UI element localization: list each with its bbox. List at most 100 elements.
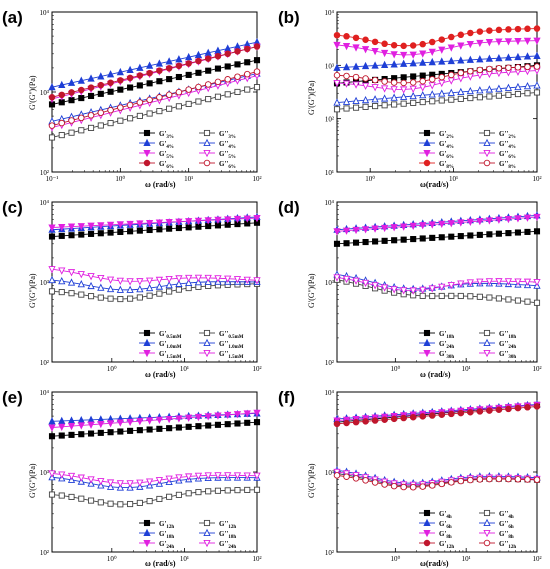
data-point [185,278,193,286]
data-point [224,76,231,83]
data-point [107,79,114,87]
legend-marker [203,519,211,527]
data-point [48,122,56,129]
series-6 [333,403,541,428]
series-4 [333,213,541,236]
series-line [51,217,258,228]
y-tick-label: 10² [40,549,49,557]
data-point [457,56,465,64]
data-point [390,415,398,423]
legend-marker [423,539,431,547]
y-tick-label: 10² [40,359,49,367]
data-point [97,420,105,429]
legend-marker [203,329,211,337]
data-point [514,278,522,286]
series-line [336,28,538,47]
legend-marker [423,159,431,167]
data-point [410,236,417,243]
data-point [78,114,85,122]
data-point [165,416,173,424]
x-axis-label: ω (rad/s) [145,180,176,189]
data-point [438,480,446,488]
series-line [336,403,538,420]
data-point [48,82,56,91]
data-point [224,411,232,420]
legend-marker [483,129,491,137]
series-line [336,276,538,291]
legend: G'12h G''12h G'18h G''18h G'24h G''24h [139,519,236,550]
data-point [106,420,115,428]
data-point [352,81,360,89]
data-point [126,278,134,286]
data-point [342,227,351,235]
data-point [117,104,124,111]
x-tick-label: 10⁻¹ [46,175,59,183]
data-point [514,404,522,412]
data-point [457,292,464,300]
data-point [253,43,261,50]
chart-f: 10² 10³ 10⁴ 10⁰ 10¹ 10² G'4h G''4h G'6h G''6h G'8h… [325,389,542,563]
data-point [136,479,144,487]
data-point [343,419,350,427]
x-tick-label: 10⁰ [365,175,375,183]
data-point [400,74,407,81]
series-line [51,412,258,422]
legend-marker [483,138,491,147]
data-point [67,269,76,277]
series-line [336,230,538,245]
series-line [336,84,538,104]
data-point [381,481,388,488]
data-point [126,65,134,74]
data-point [175,474,183,482]
data-point [410,73,417,80]
data-point [352,34,360,42]
data-point [419,413,426,420]
data-point [380,94,389,102]
data-point [428,482,436,489]
legend-label: G''18h [499,330,516,340]
data-point [117,117,124,124]
legend-marker [203,159,211,167]
data-point [447,220,455,228]
legend-label: G''5% [219,150,236,160]
data-point [400,92,408,100]
legend-label: G''6h [499,520,514,530]
data-point [438,97,445,104]
data-point [106,284,115,293]
data-point [87,273,95,281]
data-point [155,276,164,285]
data-point [194,50,203,59]
data-point [438,411,446,418]
data-point [514,229,522,236]
legend-label: G'30h [439,350,454,360]
data-point [224,275,232,283]
data-point [361,46,370,54]
data-point [243,70,251,78]
series-5 [333,274,541,295]
x-tick-label: 10² [532,555,541,563]
data-point [533,213,541,222]
data-point [419,286,427,295]
data-point [362,75,369,82]
data-point [428,82,436,90]
legend-marker [423,329,431,337]
chart-a: 10² 10³ 10⁴ 10⁻¹ 10⁰ 10¹ 10² G'3% G''3% G'4% G''4%… [40,9,262,183]
data-point [97,499,104,506]
panel-e: (e) G'(G'')(Pa) 10² 10³ 10⁴ 10⁰ 10¹ 10² G'12h G… [0,380,275,569]
data-point [533,228,541,235]
data-point [78,431,85,438]
data-point [381,416,388,423]
data-point [166,105,173,112]
data-point [533,37,541,45]
data-point [253,84,261,91]
data-point [87,112,95,119]
data-point [505,405,512,413]
series-4 [333,37,541,60]
data-point [466,55,474,63]
data-point [505,296,512,303]
data-point [253,277,261,285]
panel-c: (c) G'(G'')(Pa) 10² 10³ 10⁴ 10⁰ 10¹ 10² G'0.5m… [0,190,275,380]
data-point [127,84,134,91]
data-point [175,424,182,431]
